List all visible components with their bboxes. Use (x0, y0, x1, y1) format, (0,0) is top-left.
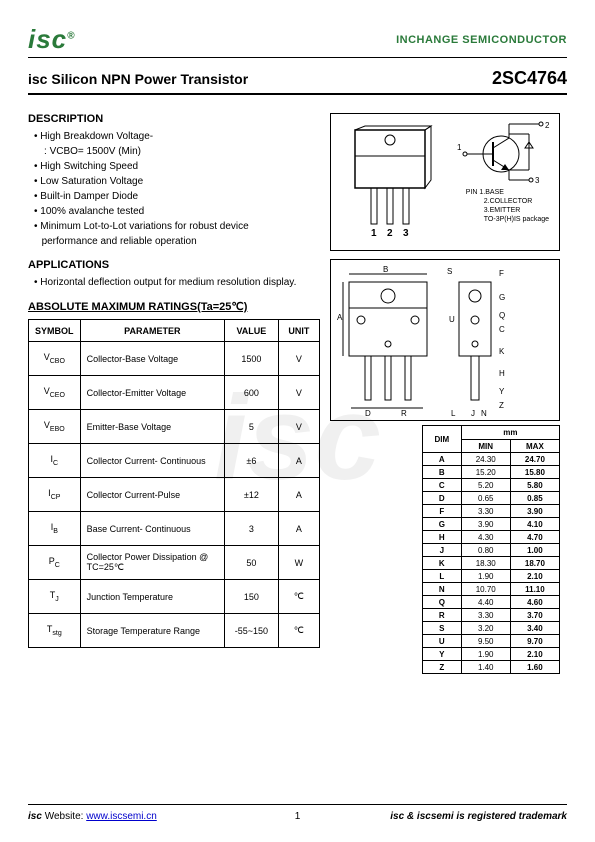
ratings-table: SYMBOL PARAMETER VALUE UNIT VCBOCollecto… (28, 319, 320, 648)
ratings-heading: ABSOLUTE MAXIMUM RATINGS(Ta=25℃) (28, 300, 320, 313)
table-row: L1.902.10 (423, 570, 560, 583)
table-row: TJJunction Temperature150℃ (29, 580, 320, 614)
dimensions-table: DIMmm MINMAX A24.3024.70B15.2015.80C5.20… (422, 425, 560, 674)
footer-left: isc Website: www.iscsemi.cn (28, 811, 157, 822)
desc-item: Low Saturation Voltage (34, 174, 320, 189)
col-parameter: PARAMETER (80, 320, 224, 342)
svg-text:2: 2 (545, 121, 550, 130)
svg-text:D: D (365, 409, 371, 418)
header-top: isc® INCHANGE SEMICONDUCTOR (28, 24, 567, 58)
table-row: K18.3018.70 (423, 557, 560, 570)
applications-list: Horizontal deflection output for medium … (28, 275, 320, 290)
table-row: IBBase Current- Continuous3A (29, 512, 320, 546)
table-row: Q4.404.60 (423, 596, 560, 609)
col-value: VALUE (225, 320, 279, 342)
page-number: 1 (295, 811, 301, 822)
svg-text:K: K (499, 347, 505, 356)
svg-text:Y: Y (499, 387, 505, 396)
svg-text:Q: Q (499, 311, 505, 320)
desc-item: 100% avalanche tested (34, 204, 320, 219)
part-number: 2SC4764 (492, 68, 567, 89)
description-list: High Breakdown Voltage- VCBO= 1500V (Min… (28, 129, 320, 249)
desc-item: Built-in Damper Diode (34, 189, 320, 204)
mm-label: mm (461, 426, 559, 440)
website-link[interactable]: www.iscsemi.cn (86, 811, 157, 822)
svg-text:Z: Z (499, 401, 504, 410)
svg-text:G: G (499, 293, 505, 302)
title-row: isc Silicon NPN Power Transistor 2SC4764 (28, 62, 567, 95)
svg-text:2: 2 (387, 228, 393, 239)
table-row: TstgStorage Temperature Range-55~150℃ (29, 614, 320, 648)
svg-text:B: B (383, 265, 388, 274)
package-diagram: 1 2 3 1 2 (330, 113, 560, 251)
svg-text:1: 1 (457, 143, 462, 152)
dimension-drawing: B D R A S F G Q C K (330, 259, 560, 421)
logo: isc® (28, 24, 76, 55)
company-name: INCHANGE SEMICONDUCTOR (396, 34, 567, 46)
table-row: PCCollector Power Dissipation @ TC=25℃50… (29, 546, 320, 580)
table-row: B15.2015.80 (423, 466, 560, 479)
svg-text:H: H (499, 369, 505, 378)
table-row: C5.205.80 (423, 479, 560, 492)
svg-text:S: S (447, 267, 452, 276)
table-row: F3.303.90 (423, 505, 560, 518)
svg-text:A: A (337, 313, 343, 322)
applications-heading: APPLICATIONS (28, 259, 320, 271)
table-row: VCEOCollector-Emitter Voltage600V (29, 376, 320, 410)
table-row: A24.3024.70 (423, 453, 560, 466)
table-row: H4.304.70 (423, 531, 560, 544)
svg-text:L: L (451, 409, 456, 418)
pin-labels: PIN 1.BASE 2.COLLECTOR 3.EMITTER TO-3P(H… (466, 188, 549, 224)
svg-text:N: N (481, 409, 487, 418)
svg-text:U: U (449, 315, 455, 324)
footer: isc Website: www.iscsemi.cn 1 isc & iscs… (28, 804, 567, 822)
desc-item: High Switching Speed (34, 159, 320, 174)
package-dimensions-icon: B D R A S F G Q C K (331, 260, 559, 420)
desc-item: High Breakdown Voltage- (34, 129, 320, 144)
table-row: S3.203.40 (423, 622, 560, 635)
table-row: ICCollector Current- Continuous±6A (29, 444, 320, 478)
table-row: R3.303.70 (423, 609, 560, 622)
table-row: J0.801.00 (423, 544, 560, 557)
table-row: U9.509.70 (423, 635, 560, 648)
col-min: MIN (461, 440, 510, 453)
table-row: Z1.401.60 (423, 661, 560, 674)
col-dim: DIM (423, 426, 462, 453)
table-row: D0.650.85 (423, 492, 560, 505)
schematic-icon: 1 2 3 (457, 120, 553, 184)
table-row: VEBOEmitter-Base Voltage5V (29, 410, 320, 444)
table-row: Y1.902.10 (423, 648, 560, 661)
svg-text:3: 3 (403, 228, 409, 239)
svg-text:C: C (499, 325, 505, 334)
table-row: G3.904.10 (423, 518, 560, 531)
svg-text:J: J (471, 409, 475, 418)
col-unit: UNIT (278, 320, 319, 342)
svg-text:3: 3 (535, 176, 540, 184)
table-row: VCBOCollector-Base Voltage1500V (29, 342, 320, 376)
desc-item: VCBO= 1500V (Min) (34, 144, 320, 159)
page-title: isc Silicon NPN Power Transistor (28, 71, 248, 87)
col-symbol: SYMBOL (29, 320, 81, 342)
svg-text:1: 1 (371, 228, 377, 239)
footer-right: isc & iscsemi is registered trademark (390, 811, 567, 822)
description-heading: DESCRIPTION (28, 113, 320, 125)
table-row: ICPCollector Current-Pulse±12A (29, 478, 320, 512)
transistor-outline-icon: 1 2 3 (341, 124, 451, 242)
desc-item: performance and reliable operation (34, 234, 320, 249)
svg-text:F: F (499, 269, 504, 278)
svg-text:R: R (401, 409, 407, 418)
table-row: N10.7011.10 (423, 583, 560, 596)
col-max: MAX (510, 440, 559, 453)
desc-item: Minimum Lot-to-Lot variations for robust… (34, 219, 320, 234)
app-item: Horizontal deflection output for medium … (34, 275, 320, 290)
